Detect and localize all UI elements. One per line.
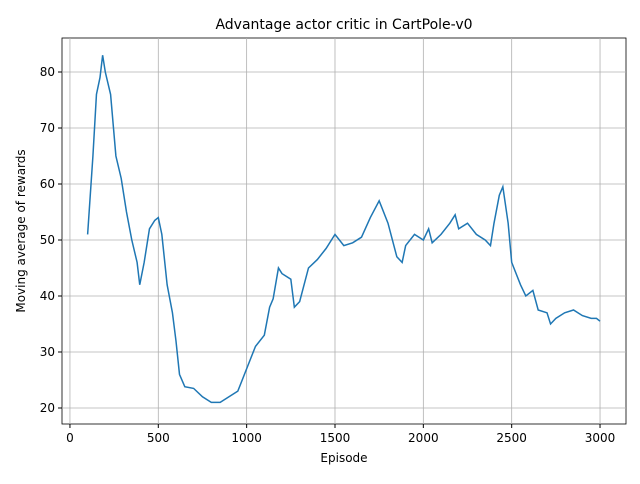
x-tick-label: 0	[66, 431, 74, 445]
y-tick-label: 20	[40, 401, 55, 415]
y-tick-label: 30	[40, 345, 55, 359]
x-tick-label: 2500	[496, 431, 527, 445]
line	[86, 55, 601, 404]
x-tick-label: 3000	[585, 431, 616, 445]
x-tick-label: 1500	[320, 431, 351, 445]
x-tick-label: 1000	[231, 431, 262, 445]
y-tick-label: 60	[40, 177, 55, 191]
x-tick-label: 500	[147, 431, 170, 445]
y-tick-label: 70	[40, 121, 55, 135]
y-tick-label: 50	[40, 233, 55, 247]
chart-title: Advantage actor critic in CartPole-v0	[215, 17, 472, 33]
y-axis-label: Moving average of rewards	[14, 149, 28, 312]
x-axis-label: Episode	[320, 451, 367, 465]
plot-frame	[61, 37, 627, 425]
y-tick-label: 80	[40, 65, 55, 79]
y-tick-label: 40	[40, 289, 55, 303]
x-tick-label: 2000	[408, 431, 439, 445]
